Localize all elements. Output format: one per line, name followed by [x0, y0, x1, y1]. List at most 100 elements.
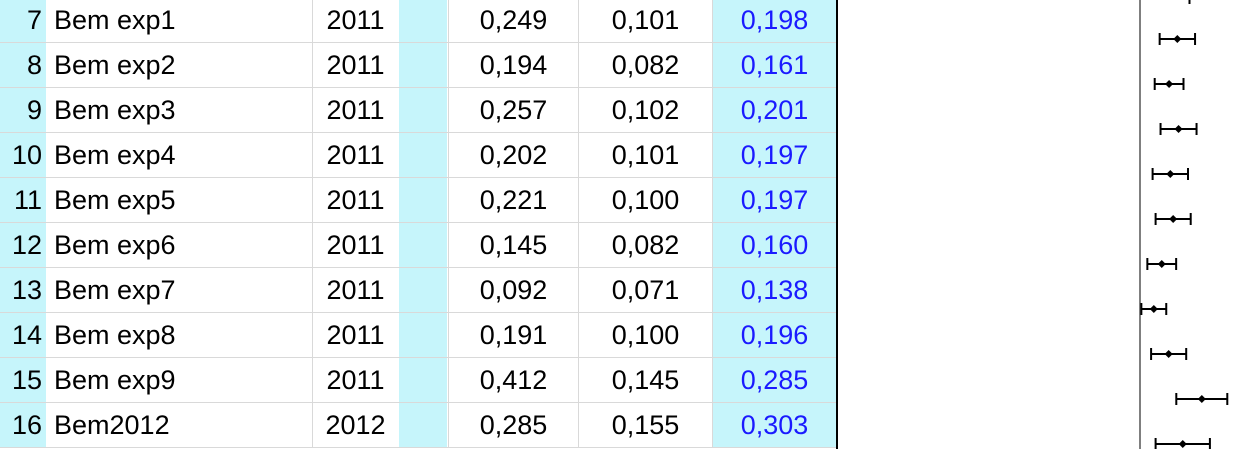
table-row[interactable]: 13 Bem exp7 2011 0,092 0,071 0,138 — [0, 268, 836, 313]
study-name-cell[interactable]: Bem exp3 — [54, 95, 176, 125]
forest-point-row-11 — [1154, 213, 1192, 225]
effect-cell[interactable]: 0,197 — [712, 178, 836, 222]
year-cell[interactable]: 2011 — [312, 43, 398, 87]
empty-cell[interactable] — [399, 133, 447, 177]
table-row[interactable]: 11 Bem exp5 2011 0,221 0,100 0,197 — [0, 178, 836, 223]
row-number-cell[interactable]: 11 — [0, 178, 46, 222]
year-cell[interactable]: 2011 — [312, 0, 398, 42]
value2-cell[interactable]: 0,101 — [578, 0, 712, 42]
study-name-cell[interactable]: Bem exp8 — [54, 320, 176, 350]
row-number-cell[interactable]: 14 — [0, 313, 46, 357]
effect-cell[interactable]: 0,161 — [712, 43, 836, 87]
value2-cell[interactable]: 0,100 — [578, 313, 712, 357]
point-estimate-marker — [1178, 440, 1187, 448]
empty-cell[interactable] — [399, 178, 447, 222]
value2-cell[interactable]: 0,082 — [578, 43, 712, 87]
value1-cell[interactable]: 0,285 — [448, 403, 578, 447]
forest-point-row-16 — [1154, 438, 1211, 449]
forest-point-row-15 — [1175, 393, 1229, 405]
value2-cell[interactable]: 0,145 — [578, 358, 712, 402]
row-number-cell[interactable]: 15 — [0, 358, 46, 402]
row-number-cell[interactable]: 7 — [0, 0, 46, 42]
value1-cell[interactable]: 0,257 — [448, 88, 578, 132]
row-number-cell[interactable]: 13 — [0, 268, 46, 312]
year-cell[interactable]: 2011 — [312, 358, 398, 402]
table-row[interactable]: 9 Bem exp3 2011 0,257 0,102 0,201 — [0, 88, 836, 133]
value2-cell[interactable]: 0,082 — [578, 223, 712, 267]
empty-cell[interactable] — [399, 43, 447, 87]
study-name-cell[interactable]: Bem exp5 — [54, 185, 176, 215]
study-name-cell[interactable]: Bem exp6 — [54, 230, 176, 260]
point-estimate-marker — [1164, 350, 1173, 358]
value2-cell[interactable]: 0,102 — [578, 88, 712, 132]
value1-cell[interactable]: 0,249 — [448, 0, 578, 42]
forest-point-row-8 — [1153, 78, 1185, 90]
value1-cell[interactable]: 0,092 — [448, 268, 578, 312]
value1-cell[interactable]: 0,202 — [448, 133, 578, 177]
effect-cell[interactable]: 0,303 — [712, 403, 836, 447]
study-name-cell[interactable]: Bem exp1 — [54, 5, 176, 35]
row-number-cell[interactable]: 12 — [0, 223, 46, 267]
year-cell[interactable]: 2011 — [312, 223, 398, 267]
value2-cell[interactable]: 0,100 — [578, 178, 712, 222]
year-cell[interactable]: 2011 — [312, 178, 398, 222]
value1-cell[interactable]: 0,194 — [448, 43, 578, 87]
effect-cell[interactable]: 0,196 — [712, 313, 836, 357]
empty-cell[interactable] — [399, 358, 447, 402]
table-row[interactable]: 16 Bem2012 2012 0,285 0,155 0,303 — [0, 403, 836, 448]
year-cell[interactable]: 2012 — [312, 403, 398, 447]
effect-cell[interactable]: 0,201 — [712, 88, 836, 132]
study-name-cell[interactable]: Bem exp7 — [54, 275, 176, 305]
point-estimate-marker — [1174, 125, 1183, 133]
empty-cell[interactable] — [399, 313, 447, 357]
value1-cell[interactable]: 0,221 — [448, 178, 578, 222]
row-number-cell[interactable]: 16 — [0, 403, 46, 447]
value2-cell[interactable]: 0,101 — [578, 133, 712, 177]
year-cell[interactable]: 2011 — [312, 133, 398, 177]
empty-cell[interactable] — [399, 0, 447, 42]
effect-cell[interactable]: 0,198 — [712, 0, 836, 42]
point-estimate-marker — [1157, 260, 1166, 268]
forest-point-row-13 — [1140, 303, 1168, 315]
point-estimate-marker — [1149, 305, 1158, 313]
forest-plot — [1139, 0, 1229, 449]
row-number-cell[interactable]: 8 — [0, 43, 46, 87]
effect-cell[interactable]: 0,160 — [712, 223, 836, 267]
point-estimate-marker — [1173, 35, 1182, 43]
value1-cell[interactable]: 0,191 — [448, 313, 578, 357]
row-number-cell[interactable]: 9 — [0, 88, 46, 132]
forest-point-row-7 — [1158, 33, 1197, 45]
effect-cell[interactable]: 0,138 — [712, 268, 836, 312]
effect-cell[interactable]: 0,197 — [712, 133, 836, 177]
empty-cell[interactable] — [399, 403, 447, 447]
table-row[interactable]: 15 Bem exp9 2011 0,412 0,145 0,285 — [0, 358, 836, 403]
value1-cell[interactable]: 0,145 — [448, 223, 578, 267]
study-name-cell[interactable]: Bem exp2 — [54, 50, 176, 80]
data-table: 7 Bem exp1 2011 0,249 0,101 0,198 8 Bem exp2 201… — [0, 0, 838, 449]
year-cell[interactable]: 2011 — [312, 88, 398, 132]
year-cell[interactable]: 2011 — [312, 313, 398, 357]
year-cell[interactable]: 2011 — [312, 268, 398, 312]
value2-cell[interactable]: 0,155 — [578, 403, 712, 447]
forest-point-row-9 — [1159, 123, 1198, 135]
point-estimate-marker — [1197, 395, 1206, 403]
point-estimate-marker — [1169, 215, 1178, 223]
row-number-cell[interactable]: 10 — [0, 133, 46, 177]
forest-point-row-14 — [1150, 348, 1188, 360]
forest-point-row-12 — [1146, 258, 1178, 270]
table-row[interactable]: 7 Bem exp1 2011 0,249 0,101 0,198 — [0, 0, 836, 43]
study-name-cell[interactable]: Bem2012 — [54, 410, 170, 440]
empty-cell[interactable] — [399, 88, 447, 132]
value1-cell[interactable]: 0,412 — [448, 358, 578, 402]
table-row[interactable]: 12 Bem exp6 2011 0,145 0,082 0,160 — [0, 223, 836, 268]
table-row[interactable]: 10 Bem exp4 2011 0,202 0,101 0,197 — [0, 133, 836, 178]
empty-cell[interactable] — [399, 223, 447, 267]
empty-cell[interactable] — [399, 268, 447, 312]
study-name-cell[interactable]: Bem exp9 — [54, 365, 176, 395]
table-row[interactable]: 14 Bem exp8 2011 0,191 0,100 0,196 — [0, 313, 836, 358]
effect-cell[interactable]: 0,285 — [712, 358, 836, 402]
table-row[interactable]: 8 Bem exp2 2011 0,194 0,082 0,161 — [0, 43, 836, 88]
value2-cell[interactable]: 0,071 — [578, 268, 712, 312]
study-name-cell[interactable]: Bem exp4 — [54, 140, 176, 170]
point-estimate-marker — [1166, 170, 1175, 178]
